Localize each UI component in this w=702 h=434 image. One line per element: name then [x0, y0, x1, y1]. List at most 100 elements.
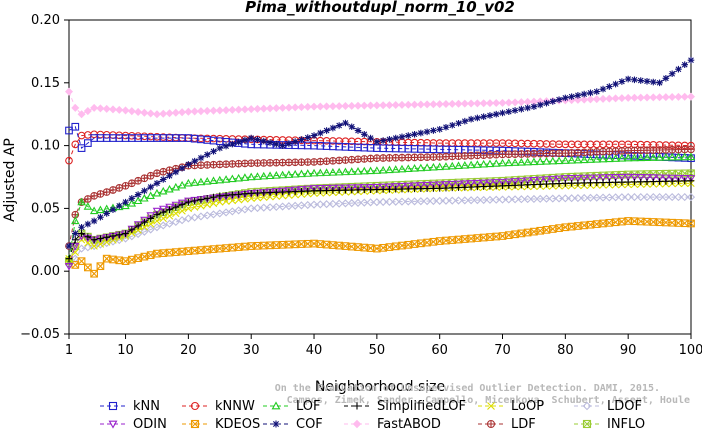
data-point-ldof [259, 203, 268, 212]
data-point-ldof [561, 194, 570, 203]
data-point-ldof [592, 193, 601, 202]
data-point-lof [265, 171, 275, 180]
data-point-cof [103, 210, 110, 217]
data-point-simplifiedlof [335, 187, 343, 194]
data-point-lof [567, 155, 576, 164]
data-point-cof [643, 77, 651, 85]
data-point-ldf [209, 160, 218, 169]
data-point-simplifiedlof [222, 192, 230, 199]
credit-line-2: Campos, Zimek, Sander, Campello, Micenko… [287, 394, 690, 406]
data-point-odin [680, 174, 689, 183]
data-point-ldf [523, 150, 532, 158]
data-point-lof [655, 153, 664, 161]
data-point-odin [165, 203, 174, 212]
data-point-odin [341, 184, 350, 193]
data-point-ldof [140, 227, 149, 236]
data-point-simplifiedlof [455, 184, 462, 191]
data-point-cof [499, 109, 506, 117]
data-point-ldof [159, 221, 168, 230]
data-point-simplifiedlof [216, 192, 224, 200]
data-point-loop [159, 214, 167, 223]
data-point-cof [580, 90, 588, 98]
data-point-ldof [284, 202, 293, 211]
data-point-simplifiedlof [310, 187, 318, 195]
data-point-ldf [649, 146, 658, 154]
legend-label-knn: kNN [133, 399, 160, 414]
data-point-cof [329, 124, 337, 132]
data-point-simplifiedlof [398, 185, 406, 193]
data-point-ldof [253, 203, 262, 213]
data-point-loop [209, 199, 218, 208]
data-point-odin [542, 176, 551, 184]
data-point-fastabod [316, 102, 325, 111]
data-point-simplifiedlof [90, 236, 98, 244]
data-point-ldof [341, 199, 350, 208]
series-ldf [65, 145, 695, 250]
data-point-cof [185, 161, 192, 168]
data-point-simplifiedlof [342, 186, 349, 194]
data-point-odin [435, 181, 444, 189]
data-point-simplifiedlof [404, 185, 412, 193]
data-point-fastabod [234, 105, 243, 114]
data-point-simplifiedlof [141, 218, 148, 226]
data-point-lof [661, 152, 671, 161]
data-point-ldf [241, 159, 249, 168]
data-point-ldf [360, 155, 369, 163]
data-point-ldof [429, 196, 438, 206]
data-point-cof [203, 151, 211, 158]
data-point-lof [152, 188, 162, 197]
data-point-odin [686, 175, 696, 183]
data-point-fastabod [611, 94, 620, 103]
data-point-knn [83, 139, 92, 147]
data-point-cof [417, 129, 425, 137]
data-point-ldof [441, 196, 451, 205]
x-tick-label: 50 [369, 343, 386, 358]
data-point-ldof [611, 193, 620, 202]
data-point-simplifiedlof [97, 235, 104, 242]
data-point-lof [190, 178, 199, 186]
data-point-simplifiedlof [461, 183, 469, 191]
data-point-odin [322, 184, 331, 193]
data-point-fastabod [668, 92, 677, 101]
data-point-simplifiedlof [593, 179, 601, 186]
data-point-simplifiedlof [235, 191, 242, 198]
data-point-simplifiedlof [499, 182, 506, 190]
data-point-cof [273, 140, 280, 148]
data-point-cof [235, 138, 242, 146]
data-point-kdeos [674, 219, 683, 227]
data-point-fastabod [64, 87, 74, 96]
data-point-cof [530, 103, 538, 110]
data-point-odin [498, 178, 507, 187]
data-point-ldof [171, 217, 180, 227]
data-point-simplifiedlof [285, 188, 293, 196]
data-point-odin [485, 179, 495, 187]
data-point-cof [317, 129, 324, 137]
data-point-ldof [416, 197, 425, 206]
data-point-cof [166, 172, 173, 180]
data-point-lof [159, 186, 168, 195]
data-point-ldof [203, 211, 212, 220]
data-point-ldf [303, 158, 312, 166]
data-point-fastabod [247, 105, 256, 114]
data-point-loop [90, 242, 98, 250]
data-point-cof [178, 164, 186, 172]
data-point-cof [279, 142, 286, 149]
data-point-fastabod [272, 104, 281, 113]
data-point-lof [410, 164, 419, 172]
data-point-odin [416, 182, 426, 190]
data-point-ldf [134, 176, 142, 185]
data-point-fastabod [379, 101, 388, 110]
data-point-ldof [108, 237, 118, 246]
data-point-simplifiedlof [624, 178, 632, 186]
data-point-simplifiedlof [360, 186, 368, 194]
data-point-lof [642, 153, 652, 161]
data-point-simplifiedlof [78, 230, 85, 237]
data-point-simplifiedlof [109, 232, 117, 240]
x-axis-label: Neighborhood size [315, 379, 445, 395]
legend-item-cof: COF [263, 417, 323, 432]
data-point-lof [328, 168, 338, 176]
data-point-fastabod [266, 104, 275, 113]
data-point-lof [372, 166, 382, 174]
data-point-cof [298, 136, 305, 143]
data-point-ldf [272, 158, 281, 167]
